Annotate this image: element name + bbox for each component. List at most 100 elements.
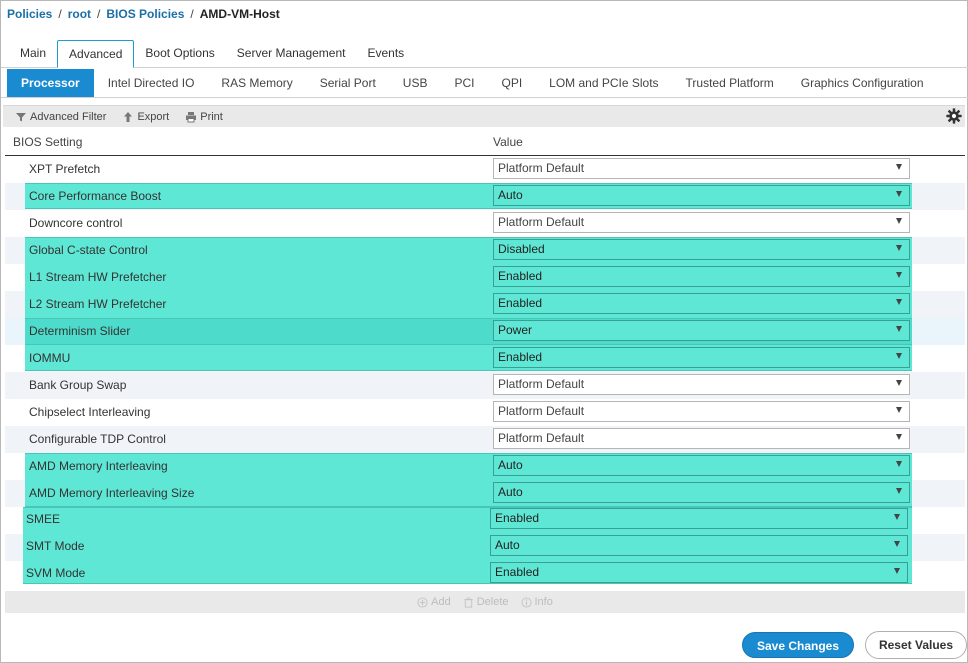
chevron-down-icon	[896, 434, 902, 440]
chevron-down-icon	[896, 299, 902, 305]
value-select-configurable-tdp-control[interactable]: Platform Default	[493, 428, 910, 449]
subtab-pci[interactable]: PCI	[454, 76, 475, 90]
save-changes-button[interactable]: Save Changes	[742, 632, 854, 658]
tab-events[interactable]: Events	[367, 46, 405, 60]
info-icon	[520, 596, 532, 608]
setting-configurable-tdp-control: Configurable TDP Control	[29, 432, 166, 446]
main-tabs: Main Advanced Boot Options Server Manage…	[9, 40, 415, 68]
chevron-down-icon	[896, 353, 902, 359]
subtab-intel-directed-io[interactable]: Intel Directed IO	[107, 76, 195, 90]
select-value: Disabled	[498, 242, 545, 256]
select-value: Platform Default	[498, 215, 585, 229]
value-select-core-performance-boost[interactable]: Auto	[493, 185, 910, 206]
setting-l2-stream-hw-prefetcher: L2 Stream HW Prefetcher	[29, 297, 167, 311]
column-header-bios-setting: BIOS Setting	[13, 135, 83, 149]
info-label: Info	[534, 596, 553, 608]
setting-amd-memory-interleaving-size: AMD Memory Interleaving Size	[29, 486, 195, 500]
select-value: Enabled	[498, 296, 543, 310]
tab-server-management[interactable]: Server Management	[236, 46, 346, 60]
select-value: Enabled	[495, 565, 540, 579]
value-select-xpt-prefetch[interactable]: Platform Default	[493, 158, 910, 179]
select-value: Platform Default	[498, 377, 585, 391]
header-divider	[5, 155, 965, 156]
select-value: Enabled	[498, 350, 543, 364]
breadcrumb-link-bios-policies[interactable]: BIOS Policies	[106, 7, 185, 21]
value-select-amd-memory-interleaving[interactable]: Auto	[493, 455, 910, 476]
table-footer-bar: Add Delete Info	[5, 591, 965, 613]
select-value: Auto	[498, 485, 523, 499]
delete-button[interactable]: Delete	[463, 596, 509, 608]
breadcrumb: Policies / root / BIOS Policies / AMD-VM-Host	[7, 7, 280, 23]
value-select-bank-group-swap[interactable]: Platform Default	[493, 374, 910, 395]
value-select-amd-memory-interleaving-size[interactable]: Auto	[493, 482, 910, 503]
setting-amd-memory-interleaving: AMD Memory Interleaving	[29, 459, 168, 473]
value-select-determinism-slider[interactable]: Power	[493, 320, 910, 341]
trash-icon	[464, 596, 473, 608]
print-label: Print	[200, 110, 223, 123]
chevron-down-icon	[894, 541, 900, 547]
export-icon	[124, 111, 133, 122]
setting-global-c-state-control: Global C-state Control	[29, 243, 148, 257]
add-label: Add	[431, 596, 451, 608]
select-value: Platform Default	[498, 161, 585, 175]
print-button[interactable]: Print	[185, 111, 223, 123]
sub-tabs: Processor Intel Directed IO RAS Memory S…	[7, 69, 924, 97]
subtab-usb[interactable]: USB	[402, 76, 428, 90]
filter-icon	[16, 112, 26, 121]
delete-label: Delete	[476, 596, 509, 608]
setting-xpt-prefetch: XPT Prefetch	[29, 162, 101, 176]
subtab-qpi[interactable]: QPI	[501, 76, 523, 90]
chevron-down-icon	[896, 164, 902, 170]
setting-core-performance-boost: Core Performance Boost	[29, 189, 162, 203]
chevron-down-icon	[896, 407, 902, 413]
value-select-downcore-control[interactable]: Platform Default	[493, 212, 910, 233]
table-toolbar: Advanced Filter Export Print	[3, 105, 965, 127]
advanced-filter-button[interactable]: Advanced Filter	[15, 111, 106, 123]
print-icon	[186, 111, 197, 122]
column-header-value: Value	[493, 135, 523, 149]
select-value: Auto	[498, 458, 523, 472]
breadcrumb-link-root[interactable]: root	[67, 7, 92, 21]
select-value: Platform Default	[498, 404, 585, 418]
value-select-svm-mode[interactable]: Enabled	[490, 562, 908, 583]
setting-chipselect-interleaving: Chipselect Interleaving	[29, 405, 151, 419]
gear-icon[interactable]	[945, 107, 963, 125]
export-button[interactable]: Export	[122, 111, 169, 123]
value-select-l2-stream-hw-prefetcher[interactable]: Enabled	[493, 293, 910, 314]
chevron-down-icon	[896, 218, 902, 224]
subtab-processor[interactable]: Processor	[7, 69, 94, 97]
breadcrumb-current: AMD-VM-Host	[199, 7, 280, 21]
value-select-global-c-state-control[interactable]: Disabled	[493, 239, 910, 260]
main-tabs-divider	[1, 67, 968, 68]
tab-boot-options[interactable]: Boot Options	[145, 46, 215, 60]
value-select-l1-stream-hw-prefetcher[interactable]: Enabled	[493, 266, 910, 287]
setting-determinism-slider: Determinism Slider	[29, 324, 131, 338]
subtab-trusted-platform[interactable]: Trusted Platform	[685, 76, 774, 90]
value-select-iommu[interactable]: Enabled	[493, 347, 910, 368]
add-button[interactable]: Add	[417, 596, 451, 608]
subtab-serial-port[interactable]: Serial Port	[319, 76, 376, 90]
value-select-chipselect-interleaving[interactable]: Platform Default	[493, 401, 910, 422]
setting-svm-mode: SVM Mode	[26, 566, 86, 580]
setting-smee: SMEE	[26, 512, 61, 526]
value-select-smee[interactable]: Enabled	[490, 508, 908, 529]
chevron-down-icon	[896, 461, 902, 467]
breadcrumb-link-policies[interactable]: Policies	[7, 7, 53, 21]
chevron-down-icon	[894, 568, 900, 574]
subtab-ras-memory[interactable]: RAS Memory	[221, 76, 293, 90]
tab-main[interactable]: Main	[20, 46, 47, 60]
add-icon	[417, 596, 428, 608]
sub-tabs-divider	[1, 97, 968, 98]
select-value: Enabled	[495, 511, 540, 525]
setting-iommu: IOMMU	[29, 351, 71, 365]
chevron-down-icon	[894, 514, 900, 520]
subtab-graphics-configuration[interactable]: Graphics Configuration	[800, 76, 924, 90]
chevron-down-icon	[896, 191, 902, 197]
setting-smt-mode: SMT Mode	[26, 539, 85, 553]
tab-advanced[interactable]: Advanced	[57, 40, 135, 68]
reset-values-button[interactable]: Reset Values	[865, 631, 967, 659]
value-select-smt-mode[interactable]: Auto	[490, 535, 908, 556]
subtab-lom-and-pcie-slots[interactable]: LOM and PCIe Slots	[549, 76, 659, 90]
info-button[interactable]: Info	[520, 596, 553, 608]
select-value: Enabled	[498, 269, 543, 283]
